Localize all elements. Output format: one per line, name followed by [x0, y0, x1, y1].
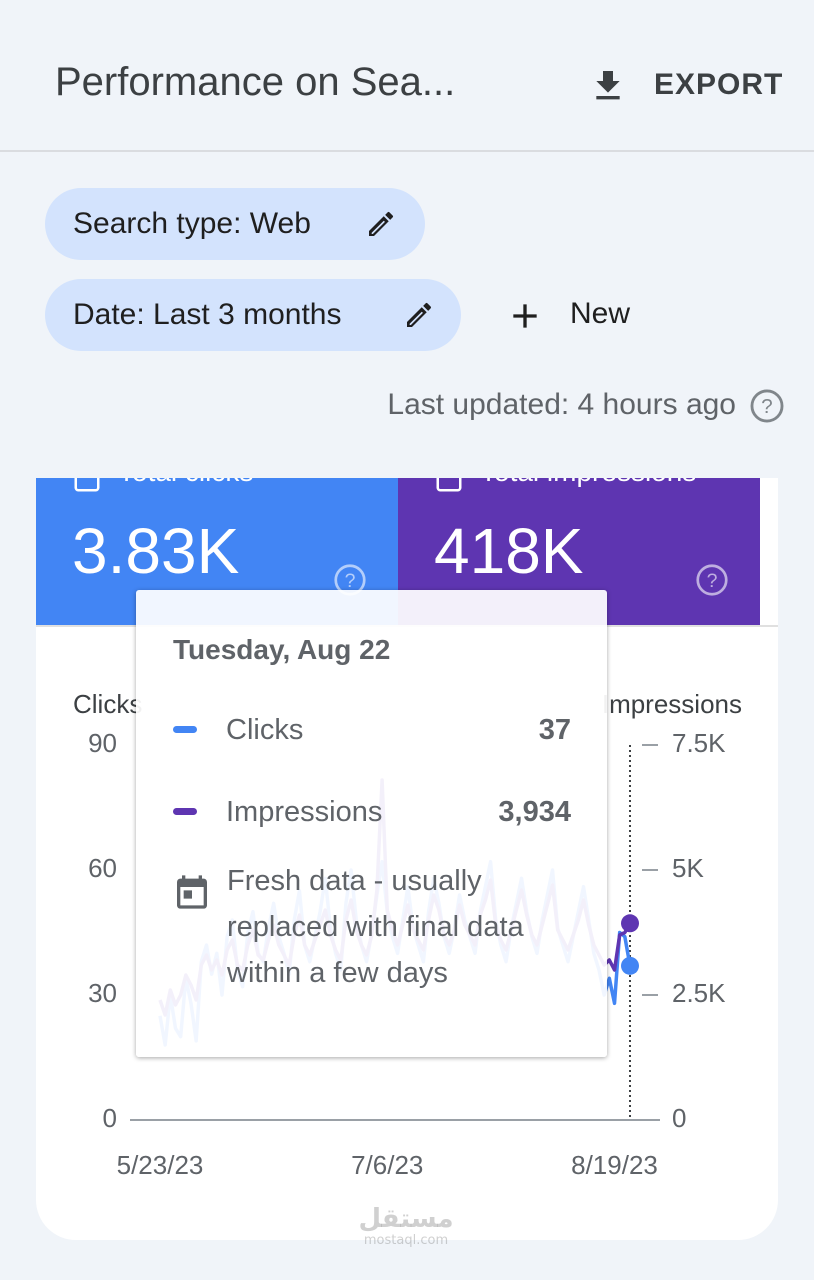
export-button[interactable]: EXPORT [654, 68, 784, 101]
last-updated: Last updated: 4 hours ago [387, 388, 736, 421]
tooltip-series: Impressions [226, 796, 383, 828]
help-icon[interactable]: ? [748, 387, 786, 425]
chip-label: Date: Last 3 months [73, 298, 342, 331]
metric-label: Total clicks [118, 478, 253, 488]
tooltip-note: Fresh data - usually replaced with final… [227, 865, 524, 989]
x-tick-label: 7/6/23 [351, 1150, 423, 1180]
watermark: مستقل mostaql.com [356, 1205, 456, 1248]
metric-value: 418K [434, 515, 584, 587]
divider [0, 150, 814, 152]
watermark-logo: مستقل [358, 1204, 454, 1234]
checkbox [74, 478, 100, 492]
y-tick-label: 90 [88, 728, 117, 758]
tooltip-date: Tuesday, Aug 22 [173, 634, 391, 665]
y-tick-label: 60 [88, 853, 117, 883]
edit-icon [369, 211, 394, 236]
export-icon[interactable] [588, 66, 628, 106]
tooltip-series: Clicks [226, 714, 304, 746]
x-tick-label: 8/19/23 [571, 1150, 658, 1180]
tooltip-value: 3,934 [498, 796, 571, 828]
add-icon[interactable] [505, 296, 545, 336]
y-tick-label: 30 [88, 978, 117, 1008]
tooltip: Tuesday, Aug 22 Clicks 37 Impressions 3,… [136, 590, 607, 1057]
svg-text:?: ? [761, 395, 772, 418]
metric-value: 3.83K [72, 515, 240, 587]
x-tick-label: 5/23/23 [117, 1150, 204, 1180]
page-title: Performance on Sea... [55, 60, 456, 104]
calendar-icon [177, 875, 207, 909]
hover-point [621, 914, 639, 933]
y2-tick-label: 7.5K [672, 728, 726, 758]
filter-chip[interactable]: Search type: Web [45, 188, 425, 260]
svg-text:?: ? [707, 570, 718, 592]
metric-label: Total impressions [480, 478, 696, 488]
new-button[interactable]: New [570, 297, 631, 330]
hover-point [621, 956, 639, 975]
y-tick-label: 0 [103, 1103, 117, 1133]
svg-text:?: ? [345, 570, 356, 592]
legend-swatch [173, 726, 197, 733]
filter-chip[interactable]: Date: Last 3 months [45, 279, 461, 351]
watermark-site: mostaql.com [363, 1233, 449, 1248]
legend-swatch [173, 808, 197, 815]
y2-tick-label: 5K [672, 853, 704, 883]
y2-tick-label: 0 [672, 1103, 686, 1133]
checkbox [436, 478, 462, 492]
help-icon[interactable]: ? [694, 562, 730, 598]
tooltip-value: 37 [538, 714, 571, 746]
edit-icon [407, 302, 432, 327]
y2-tick-label: 2.5K [672, 978, 726, 1008]
y-axis-title: Clicks [73, 689, 142, 719]
y2-axis-title: Impressions [602, 689, 742, 719]
chip-label: Search type: Web [73, 207, 311, 240]
